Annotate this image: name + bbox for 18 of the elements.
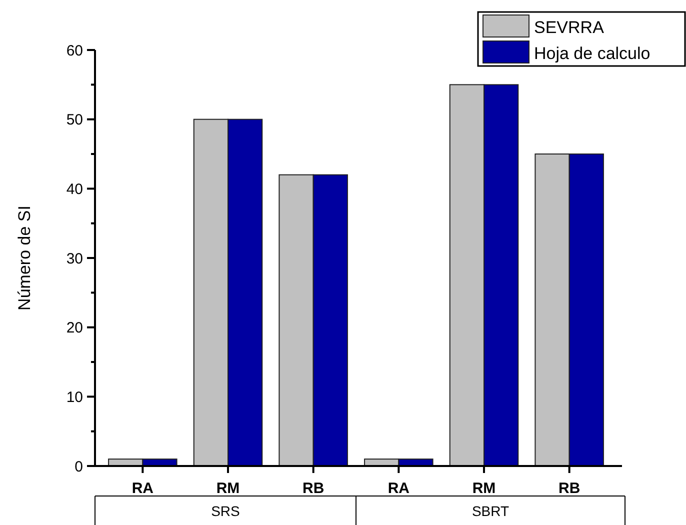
y-tick-label: 20	[66, 320, 83, 337]
x-tick-label: RA	[388, 480, 410, 497]
x-tick-label: RB	[558, 480, 580, 497]
y-tick-label: 0	[74, 458, 83, 476]
x-tick-label: RB	[302, 480, 324, 497]
x-tick-label: RM	[216, 480, 240, 497]
legend-label: Hoja de calculo	[534, 44, 650, 63]
y-tick-label: 50	[66, 112, 83, 129]
y-axis-title: Número de SI	[15, 206, 34, 310]
y-tick-label: 30	[66, 250, 83, 268]
text: SBRT	[472, 503, 510, 519]
x-tick-label: RA	[132, 480, 154, 497]
x-tick-label: RM	[472, 480, 496, 497]
y-tick-label: 40	[66, 180, 83, 198]
text: SRS	[211, 503, 240, 519]
y-tick-label: 60	[66, 42, 83, 60]
y-tick-label: 10	[66, 388, 83, 406]
legend-label: SEVRRA	[534, 18, 605, 37]
